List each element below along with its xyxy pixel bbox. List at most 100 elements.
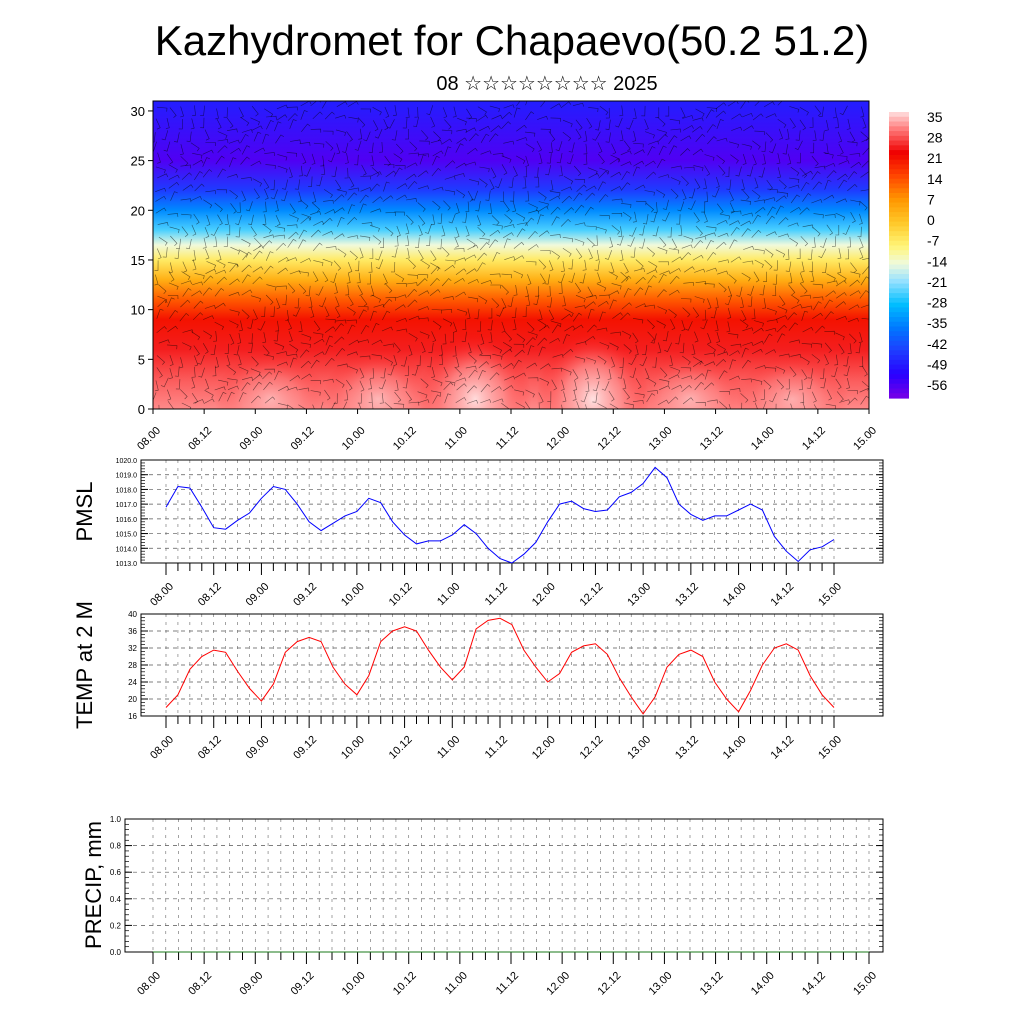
wind-barb: [396, 194, 407, 201]
wind-barb: [574, 238, 585, 246]
wind-barb: [776, 324, 787, 333]
wind-barb: [308, 297, 313, 308]
wind-barb: [275, 298, 281, 310]
wind-barb: [526, 295, 531, 306]
colorbar-tick-label: 7: [927, 191, 935, 207]
wind-barb: [334, 323, 344, 332]
wind-barb: [555, 141, 563, 152]
heatmap-y-tick-label: 15: [131, 253, 145, 268]
wind-barb: [191, 377, 196, 389]
wind-barb: [311, 153, 316, 165]
wind-barb: [671, 256, 683, 263]
wind-barb: [773, 260, 778, 271]
wind-barb: [714, 297, 719, 309]
wind-barb: [632, 108, 637, 120]
wind-barb: [253, 131, 262, 142]
pmsl-panel: 1013.01014.01015.01016.01017.01018.01019…: [72, 458, 884, 609]
wind-barb: [583, 143, 588, 155]
wind-barb: [382, 195, 394, 202]
wind-barb: [167, 325, 178, 333]
wind-barb: [549, 337, 561, 344]
wind-barb: [492, 398, 504, 403]
wind-barb: [492, 345, 503, 354]
wind-barb: [241, 190, 247, 202]
wind-barb: [310, 380, 321, 385]
wind-barb: [360, 295, 368, 307]
wind-barb: [812, 296, 824, 301]
heatmap-x-tick-label: 14.00: [749, 425, 777, 453]
wind-barb: [608, 290, 620, 296]
wind-barb: [491, 386, 502, 393]
colorbar-segment: [889, 383, 909, 390]
colorbar-segment: [889, 364, 909, 370]
wind-barb: [278, 385, 289, 392]
wind-barb: [716, 331, 721, 343]
wind-barb: [550, 117, 561, 122]
wind-barb: [212, 365, 217, 377]
warm-surface-spot: [321, 349, 435, 409]
wind-barb: [669, 275, 680, 285]
wind-barb: [441, 225, 446, 237]
wind-barb: [762, 297, 767, 309]
wind-barb: [251, 105, 259, 117]
wind-barb: [240, 133, 249, 144]
wind-barb: [321, 164, 326, 175]
wind-barb: [430, 250, 437, 262]
wind-barb: [809, 117, 814, 128]
wind-barb: [861, 365, 868, 377]
precip-frame: [124, 818, 884, 953]
wind-barb: [346, 351, 358, 356]
wind-barb: [754, 259, 764, 268]
wind-barb: [385, 212, 396, 217]
wind-barb: [370, 368, 374, 379]
wind-barb: [408, 401, 420, 406]
colorbar-tick-label: 21: [927, 150, 943, 166]
wind-barb: [300, 257, 312, 264]
wind-barb: [417, 202, 426, 212]
wind-barb: [368, 392, 373, 403]
wind-barb: [682, 115, 694, 119]
wind-barb: [313, 332, 324, 338]
wind-barb: [167, 295, 179, 300]
wind-barb: [683, 281, 694, 286]
colorbar-segment: [889, 126, 909, 132]
wind-barb: [657, 289, 667, 298]
wind-barb: [811, 354, 821, 364]
colorbar-segment: [889, 202, 909, 208]
wind-barb: [715, 358, 727, 367]
wind-barb: [692, 117, 704, 122]
colorbar-segment: [889, 288, 909, 294]
wind-barb: [227, 385, 239, 390]
wind-barb: [633, 149, 645, 155]
wind-barb: [575, 356, 586, 363]
wind-barb: [312, 404, 315, 409]
wind-barb: [320, 401, 324, 409]
wind-barb: [789, 118, 796, 129]
wind-barb: [775, 366, 786, 374]
colorbar-segment: [889, 131, 909, 137]
wind-barb: [169, 226, 180, 234]
wind-barb: [681, 244, 693, 249]
wind-barb: [850, 271, 861, 278]
wind-barb: [545, 165, 551, 176]
wind-barb: [731, 113, 743, 120]
wind-barb: [772, 285, 777, 296]
colorbar-segment: [889, 193, 909, 199]
wind-barb: [252, 266, 264, 273]
wind-barb: [385, 296, 396, 301]
wind-barb: [695, 133, 706, 142]
wind-barb: [286, 386, 298, 391]
colorbar-segment: [889, 169, 909, 175]
wind-barb: [158, 236, 168, 246]
pmsl-x-tick-label: 11.00: [435, 581, 462, 608]
wind-barb: [623, 288, 632, 298]
wind-barb: [218, 379, 229, 386]
colorbar-segment: [889, 340, 909, 347]
wind-barb: [250, 368, 261, 376]
wind-barb: [560, 218, 571, 227]
wind-barb: [270, 189, 278, 200]
wind-barb: [644, 160, 656, 167]
pmsl-x-tick-label: 11.12: [483, 581, 510, 608]
heatmap-y-tick-label: 0: [138, 402, 145, 417]
wind-barb: [801, 343, 813, 348]
